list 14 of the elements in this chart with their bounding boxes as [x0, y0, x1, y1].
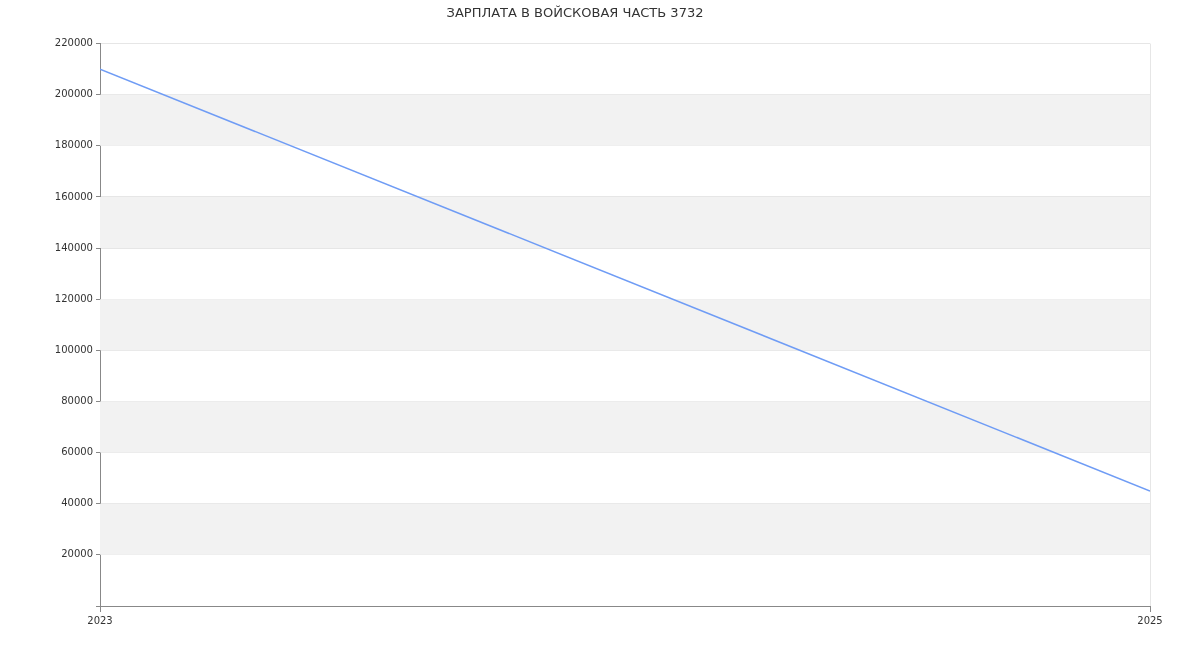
y-tick-label: 40000	[61, 497, 93, 509]
y-tick-label: 20000	[61, 548, 93, 560]
y-tick-label: 80000	[61, 395, 93, 407]
x-tick-label: 2025	[1137, 614, 1163, 626]
y-tick-label: 140000	[54, 241, 93, 253]
y-tick-label: 160000	[54, 190, 93, 202]
y-tick-label: 100000	[54, 343, 93, 355]
y-tick-label: 200000	[54, 88, 93, 100]
chart-title: ЗАРПЛАТА В ВОЙСКОВАЯ ЧАСТЬ 3732	[446, 5, 704, 21]
y-tick-label: 60000	[61, 446, 93, 458]
y-tick-label: 220000	[54, 37, 93, 49]
y-tick-label: 120000	[54, 292, 93, 304]
x-tick-label: 2023	[87, 614, 113, 626]
y-tick-label: 180000	[54, 139, 93, 151]
